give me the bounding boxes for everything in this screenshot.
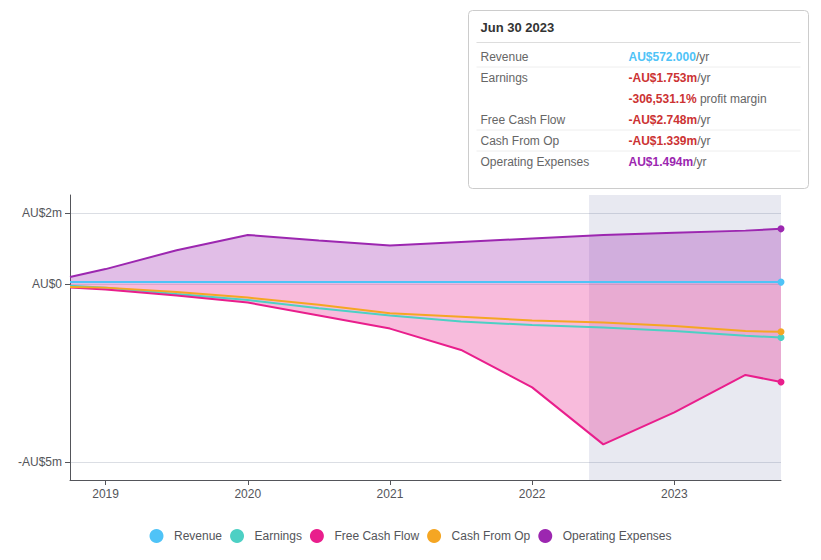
svg-text:/yr: /yr <box>697 113 710 127</box>
svg-text:Earnings: Earnings <box>481 71 528 85</box>
svg-text:/yr: /yr <box>693 155 706 169</box>
svg-text:Operating Expenses: Operating Expenses <box>563 529 672 543</box>
svg-text:2020: 2020 <box>234 487 261 501</box>
svg-text:Operating Expenses: Operating Expenses <box>481 155 590 169</box>
svg-text:AU$2m: AU$2m <box>22 206 62 220</box>
svg-text:2021: 2021 <box>377 487 404 501</box>
svg-text:Jun 30 2023: Jun 30 2023 <box>481 20 555 35</box>
svg-text:Cash From Op: Cash From Op <box>452 529 531 543</box>
svg-text:-AU$5m: -AU$5m <box>18 455 62 469</box>
svg-text:2023: 2023 <box>661 487 688 501</box>
svg-text:Earnings: Earnings <box>255 529 302 543</box>
svg-text:Revenue: Revenue <box>174 529 222 543</box>
svg-text:Revenue: Revenue <box>481 50 529 64</box>
svg-text:-AU$2.748m: -AU$2.748m <box>629 113 698 127</box>
svg-text:2019: 2019 <box>92 487 119 501</box>
svg-text:/yr: /yr <box>696 50 709 64</box>
svg-text:2022: 2022 <box>519 487 546 501</box>
svg-text:AU$1.494m: AU$1.494m <box>629 155 694 169</box>
svg-text:AU$572.000: AU$572.000 <box>629 50 697 64</box>
svg-text:AU$0: AU$0 <box>32 277 62 291</box>
svg-text:-306,531.1%: -306,531.1% <box>629 92 697 106</box>
svg-text:-AU$1.339m: -AU$1.339m <box>629 134 698 148</box>
svg-text:-AU$1.753m: -AU$1.753m <box>629 71 698 85</box>
svg-text:Free Cash Flow: Free Cash Flow <box>481 113 566 127</box>
svg-text:Free Cash Flow: Free Cash Flow <box>334 529 419 543</box>
svg-text:profit margin: profit margin <box>697 92 767 106</box>
svg-text:Cash From Op: Cash From Op <box>481 134 560 148</box>
svg-text:/yr: /yr <box>697 134 710 148</box>
svg-text:/yr: /yr <box>697 71 710 85</box>
